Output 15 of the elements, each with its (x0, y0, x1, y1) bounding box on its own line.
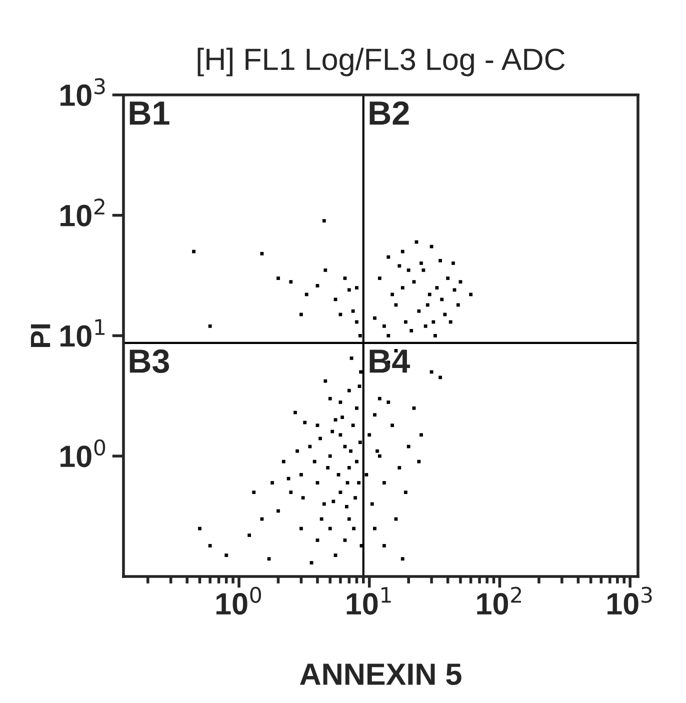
chart-title: [H] FL1 Log/FL3 Log - ADC (198, 48, 565, 76)
y-tick-label: 10$^{2}$ (60, 198, 104, 226)
annotation: B3 (130, 349, 170, 374)
y-axis-title: PI (30, 324, 50, 347)
x-tick-label: 10$^{0}$ (216, 586, 262, 615)
x-tick-label: 10$^{3}$ (608, 586, 652, 615)
annotation: B1 (130, 102, 170, 125)
y-tick-label: 10$^{0}$ (60, 439, 106, 468)
annotation: B2 (370, 101, 409, 125)
x-tick-label: 10$^{1}$ (346, 587, 391, 615)
y-tick-label: 10$^{3}$ (60, 78, 105, 106)
annotation: B4 (370, 350, 410, 373)
x-tick-label: 10$^{2}$ (477, 586, 522, 615)
x-axis-title: ANNEXIN 5 (300, 664, 462, 686)
y-tick-label: 10$^{1}$ (60, 319, 105, 347)
